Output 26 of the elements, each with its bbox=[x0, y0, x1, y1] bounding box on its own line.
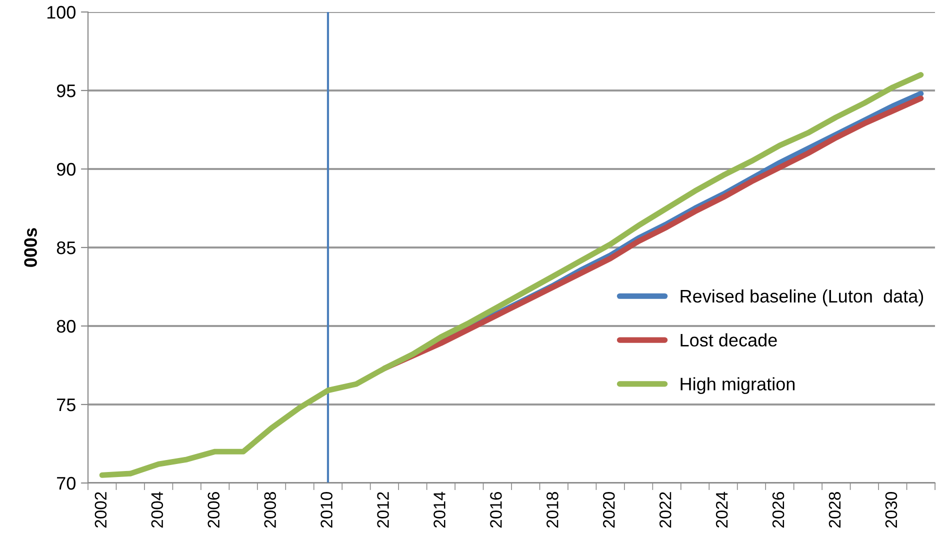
x-tick-label: 2010 bbox=[320, 492, 332, 528]
x-tick-label: 2022 bbox=[659, 492, 672, 528]
y-tick-label: 85 bbox=[56, 241, 76, 254]
y-axis-title: 000s bbox=[24, 228, 37, 267]
x-tick-label: 2004 bbox=[151, 492, 164, 528]
x-tick-label: 2016 bbox=[490, 492, 502, 528]
legend-label: High migration bbox=[680, 377, 795, 394]
y-tick-label: 90 bbox=[56, 162, 76, 176]
y-tick-label: 80 bbox=[56, 320, 76, 333]
x-tick-label: 2018 bbox=[546, 492, 558, 528]
y-tick-label: 100 bbox=[47, 6, 76, 19]
legend-label: Revised baseline (Luton data) bbox=[680, 289, 924, 306]
x-tick-label: 2028 bbox=[828, 492, 841, 528]
x-tick-label: 2026 bbox=[772, 492, 784, 528]
x-tick-label: 2020 bbox=[602, 492, 615, 528]
y-tick-label: 75 bbox=[57, 398, 76, 412]
x-tick-label: 2008 bbox=[264, 492, 276, 528]
x-tick-label: 2006 bbox=[208, 492, 220, 528]
x-tick-label: 2012 bbox=[377, 492, 389, 528]
y-tick-label: 70 bbox=[57, 476, 76, 490]
legend-label: Lost decade bbox=[680, 333, 777, 347]
y-tick-label: 95 bbox=[56, 84, 76, 98]
x-tick-label: 2024 bbox=[716, 492, 728, 528]
x-tick-label: 2014 bbox=[434, 492, 446, 528]
x-tick-label: 2002 bbox=[94, 492, 107, 528]
x-tick-label: 2030 bbox=[885, 492, 898, 528]
